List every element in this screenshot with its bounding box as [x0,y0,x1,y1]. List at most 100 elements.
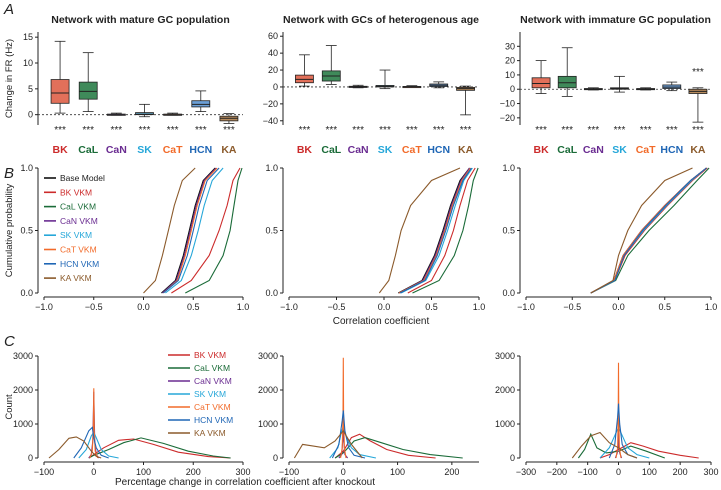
cdf-chart-1-line-ka [143,167,196,294]
hist-chart-1-legend-label-cat: CaT VKM [194,402,231,412]
box-chart-1-category-ka: KA [221,144,237,156]
box-chart-3-y-tick-label: 0 [510,84,515,94]
cdf-chart-2-y-tick-label: 0.0 [265,288,278,298]
box-chart-1-box-hcn [191,100,211,108]
box-chart-3-significance-ka: *** [692,125,704,136]
cdf-chart-1-x-tick-label: −1.0 [35,302,53,312]
box-chart-1-significance-hcn: *** [195,125,207,136]
hist-chart-3-x-tick-label: 300 [703,467,718,477]
hist-chart-3-line-hcn [608,403,638,459]
box-chart-3-significance-hcn: *** [666,125,678,136]
cdf-chart-2-x-tick-label: 1.0 [473,302,486,312]
hist-chart-2-y-tick-label: 0 [273,453,278,463]
hist-chart-2-y-tick-label: 3000 [258,351,278,361]
cdf-chart-2-x-tick-label: −0.5 [328,302,346,312]
box-chart-1-category-hcn: HCN [189,144,212,156]
cdf-chart-2-y-tick-label: 1.0 [265,163,278,173]
panel-letter-a: A [3,1,14,18]
cdf-chart-3-line-ka [590,167,693,294]
hist-chart-1-line-ka [48,436,102,459]
hist-chart-1-x-tick-label: 100 [136,467,151,477]
hist-chart-1-y-tick-label: 0 [28,453,33,463]
box-chart-1-y-label: Change in FR (Hz) [4,39,15,118]
cdf-chart-2-x-tick-label: −1.0 [280,302,298,312]
box-chart-3-significance-cal: *** [561,125,573,136]
cdf-chart-1-y-label: Cumulative probability [4,184,15,278]
cdf-chart-2-x-tick-label: 0.5 [425,302,438,312]
box-chart-3-category-can: CaN [583,144,604,156]
box-chart-3-y-tick-label: 10 [505,70,515,80]
cdf-chart-1-x-tick-label: 0.0 [137,302,150,312]
box-chart-1-significance-bk: *** [54,125,66,136]
hist-chart-1-legend-label-ka: KA VKM [194,428,226,438]
cdf-chart-1-line-bk [171,167,241,294]
hist-chart-2-line-cat [340,357,347,459]
hist-chart-1-x-tick-label: 0 [91,467,96,477]
box-chart-3-y-tick-label: −20 [500,113,515,123]
cdf-chart-3-line-cal [590,167,710,294]
box-chart-1-significance-can: *** [111,125,123,136]
box-chart-2-category-hcn: HCN [427,144,450,156]
box-chart-2-significance-sk: *** [379,125,391,136]
box-chart-1-box-cal [78,81,98,100]
panel-letter-b: B [4,165,14,182]
hist-chart-2-x-tick-label: −100 [279,467,299,477]
cdf-chart-1-line-cat [163,167,218,294]
box-chart-3-y-tick-label: 20 [505,56,515,66]
box-chart-3-significance-cat: *** [640,125,652,136]
box-chart-2-significance-can: *** [352,125,364,136]
cdf-chart-3-y-tick-label: 1.0 [502,163,515,173]
hist-chart-1-y-tick-label: 1000 [13,419,33,429]
box-chart-3-category-ka: KA [690,144,706,156]
hist-chart-2-x-tick-label: 0 [341,467,346,477]
box-chart-2-y-tick-label: 40 [268,48,278,58]
box-chart-3-y-tick-label: −10 [500,99,515,109]
hist-chart-3-x-tick-label: 200 [673,467,688,477]
box-chart-2-y-tick-label: −40 [263,116,278,126]
hist-chart-3-y-tick-label: 1000 [495,419,515,429]
hist-chart-3-line-cal [577,432,665,459]
box-chart-3-category-bk: BK [533,144,549,156]
box-chart-1-y-tick-label: 5 [28,84,33,94]
hist-chart-2-line-ka [293,429,363,459]
box-chart-3-significance-bk: *** [535,125,547,136]
hist-chart-1-legend-label-can: CaN VKM [194,376,232,386]
hist-chart-1-y-tick-label: 3000 [13,351,33,361]
hist-chart-1-legend-label-bk: BK VKM [194,350,226,360]
hist-chart-3-x-tick-label: −100 [578,467,598,477]
box-chart-2-category-cal: CaL [321,144,341,156]
box-chart-3-category-sk: SK [612,144,627,156]
hist-chart-1-x-tick-label: −100 [34,467,54,477]
box-chart-1-significance-cal: *** [82,125,94,136]
box-chart-1-significance-cat: *** [167,125,179,136]
cdf-chart-2-x-tick-label: 0.0 [378,302,391,312]
box-chart-1-significance-ka: *** [223,125,235,136]
box-chart-3-title: Network with immature GC population [520,14,711,26]
cdf-chart-3-line-hcn [590,167,707,294]
hist-chart-2-line-hcn [331,410,366,459]
cdf-chart-3-x-tick-label: 1.0 [705,302,718,312]
hist-chart-3-y-tick-label: 2000 [495,385,515,395]
cdf-chart-2-line-bk [407,167,476,294]
box-chart-1-significance-sk: *** [139,125,151,136]
series-layer [44,40,710,459]
cdf-chart-1-line-cal [185,167,243,294]
box-chart-3-category-cat: CaT [636,144,656,156]
box-chart-2-category-cat: CaT [402,144,422,156]
box-chart-1-category-cal: CaL [78,144,98,156]
box-chart-2-significance-hcn: *** [433,125,445,136]
cdf-chart-1-x-tick-label: 1.0 [237,302,250,312]
cdf-chart-1-line-sk [165,167,224,294]
box-chart-2-significance-cal: *** [325,125,337,136]
cdf-chart-3-y-tick-label: 0.0 [502,288,515,298]
cdf-chart-1-line-hcn [163,167,220,294]
hist-chart-3-x-tick-label: −300 [516,467,536,477]
hist-chart-1-line-cat [89,388,99,459]
hist-chart-1-line-cal [88,437,231,459]
cdf-chart-1-legend-label-hcn: HCN VKM [60,259,99,269]
box-chart-1-category-can: CaN [106,144,127,156]
box-chart-2-category-sk: SK [378,144,393,156]
box-chart-2-category-bk: BK [297,144,313,156]
axes-layer [35,32,712,465]
